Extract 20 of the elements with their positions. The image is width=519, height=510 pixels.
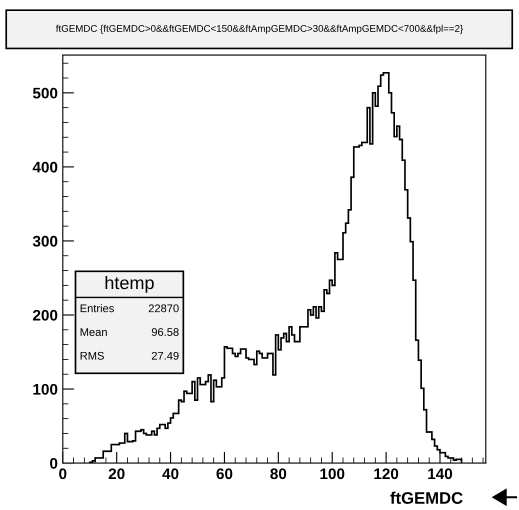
x-tick-label: 140: [428, 468, 452, 480]
y-tick-label: 400: [32, 162, 58, 173]
x-tick-label: 40: [162, 468, 178, 480]
y-tick-label: 100: [33, 384, 58, 395]
x-tick-label: 60: [216, 468, 232, 480]
x-tick-label: 0: [59, 468, 66, 480]
text: RMS 27.49: [80, 352, 179, 360]
x-tick-label: 80: [270, 468, 286, 480]
x-tick-label: 20: [108, 468, 125, 480]
x-tick-label: 120: [374, 468, 398, 480]
annotation: htemp: [106, 276, 154, 293]
text: Mean 96.58: [80, 328, 179, 336]
chart-title: ftGEMDC {ftGEMDC>0&&ftGEMDC<150&&ftAmpGEMDC>30&&ftAmpGEMDC<700&&fpl==2}: [56, 24, 464, 34]
x-axis-title: ftGEMDC: [390, 492, 463, 504]
y-tick-label: 200: [32, 310, 58, 321]
y-tick-label: 500: [32, 88, 58, 99]
y-tick-label: 300: [32, 236, 58, 247]
x-tick-label: 100: [320, 468, 344, 480]
text: Entries 22870: [80, 304, 179, 312]
y-tick-label: 0: [50, 458, 58, 469]
